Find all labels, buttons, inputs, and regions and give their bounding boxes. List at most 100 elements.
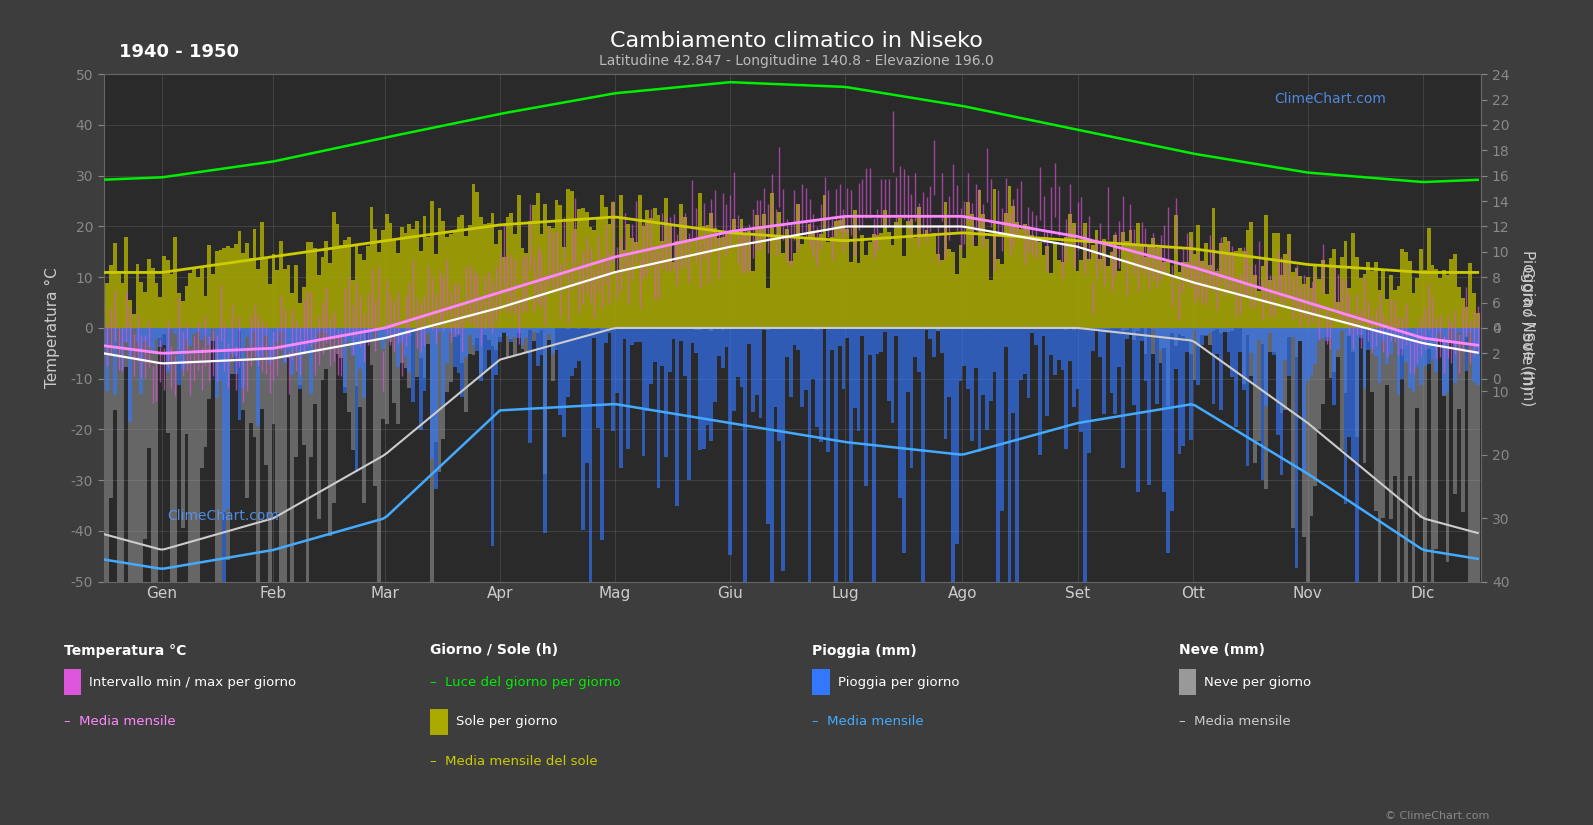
Bar	[1458, 328, 1461, 408]
Bar	[529, 328, 532, 443]
Bar	[309, 328, 314, 394]
Bar	[276, 328, 279, 342]
Bar	[350, 328, 355, 450]
Bar	[378, 252, 381, 328]
Bar	[1064, 328, 1067, 329]
Bar	[166, 260, 169, 328]
Text: Neve per giorno: Neve per giorno	[1204, 676, 1311, 689]
Bar	[1419, 328, 1423, 385]
Bar	[601, 195, 604, 328]
Bar	[1392, 290, 1397, 328]
Bar	[1056, 328, 1061, 361]
Bar	[1370, 271, 1373, 328]
Bar	[317, 328, 320, 519]
Bar	[505, 328, 510, 337]
Text: Pioggia per giorno: Pioggia per giorno	[838, 676, 959, 689]
Bar	[253, 229, 256, 328]
Bar	[1329, 328, 1332, 378]
Bar	[894, 223, 898, 328]
Bar	[124, 328, 127, 342]
Bar	[1472, 328, 1475, 825]
Bar	[143, 328, 147, 539]
Bar	[1114, 328, 1117, 414]
Bar	[1196, 328, 1200, 346]
Bar	[309, 328, 314, 457]
Bar	[758, 226, 763, 328]
Bar	[1359, 328, 1362, 336]
Bar	[342, 240, 347, 328]
Bar	[1321, 260, 1325, 328]
Bar	[457, 328, 460, 334]
Bar	[1329, 328, 1332, 338]
Bar	[362, 328, 366, 502]
Bar	[491, 328, 494, 546]
Bar	[386, 328, 389, 340]
Bar	[918, 206, 921, 328]
Bar	[162, 328, 166, 334]
Bar	[1340, 257, 1344, 328]
Bar	[1188, 232, 1193, 328]
Bar	[116, 328, 121, 701]
Bar	[910, 219, 913, 328]
Text: Latitudine 42.847 - Longitudine 140.8 - Elevazione 196.0: Latitudine 42.847 - Longitudine 140.8 - …	[599, 54, 994, 68]
Bar	[645, 328, 648, 411]
Bar	[1185, 262, 1188, 328]
Bar	[290, 328, 295, 375]
Bar	[808, 224, 811, 328]
Bar	[1389, 275, 1392, 328]
Bar	[362, 328, 366, 398]
Bar	[698, 328, 703, 450]
Bar	[1301, 284, 1306, 328]
Bar	[750, 271, 755, 328]
Bar	[1042, 255, 1045, 328]
Bar	[1431, 265, 1434, 328]
Bar	[898, 328, 902, 329]
Bar	[1389, 328, 1392, 355]
Bar	[419, 251, 422, 328]
Bar	[411, 328, 416, 403]
Bar	[331, 328, 336, 503]
Bar	[264, 328, 268, 465]
Bar	[182, 301, 185, 328]
Bar	[1450, 259, 1453, 328]
Bar	[199, 266, 204, 328]
Bar	[589, 328, 593, 583]
Bar	[573, 229, 577, 328]
Bar	[913, 238, 918, 328]
Bar	[1223, 328, 1227, 332]
Bar	[1163, 262, 1166, 328]
Bar	[1400, 328, 1403, 379]
Bar	[1147, 247, 1152, 328]
Bar	[1223, 237, 1227, 328]
Bar	[1464, 328, 1469, 337]
Bar	[1020, 229, 1023, 328]
Bar	[427, 328, 430, 333]
Bar	[408, 328, 411, 372]
Bar	[1133, 244, 1136, 328]
Bar	[714, 229, 717, 328]
Bar	[532, 205, 535, 328]
Bar	[664, 198, 667, 328]
Bar	[1072, 328, 1075, 408]
Bar	[193, 268, 196, 328]
Bar	[1325, 328, 1329, 341]
Bar	[1020, 328, 1023, 329]
Bar	[1053, 328, 1056, 375]
Bar	[796, 328, 800, 350]
Bar	[1423, 328, 1427, 365]
Bar	[199, 328, 204, 469]
Bar	[370, 328, 373, 342]
Bar	[959, 245, 962, 328]
Bar	[457, 328, 460, 373]
Bar	[739, 328, 744, 387]
Bar	[1419, 249, 1423, 328]
Bar	[615, 328, 618, 329]
Bar	[1423, 328, 1427, 825]
Bar	[1141, 247, 1144, 328]
Bar	[989, 328, 992, 401]
Bar	[1287, 328, 1290, 337]
Bar	[317, 328, 320, 332]
Bar	[229, 248, 234, 328]
Bar	[1434, 328, 1438, 549]
Bar	[499, 328, 502, 342]
